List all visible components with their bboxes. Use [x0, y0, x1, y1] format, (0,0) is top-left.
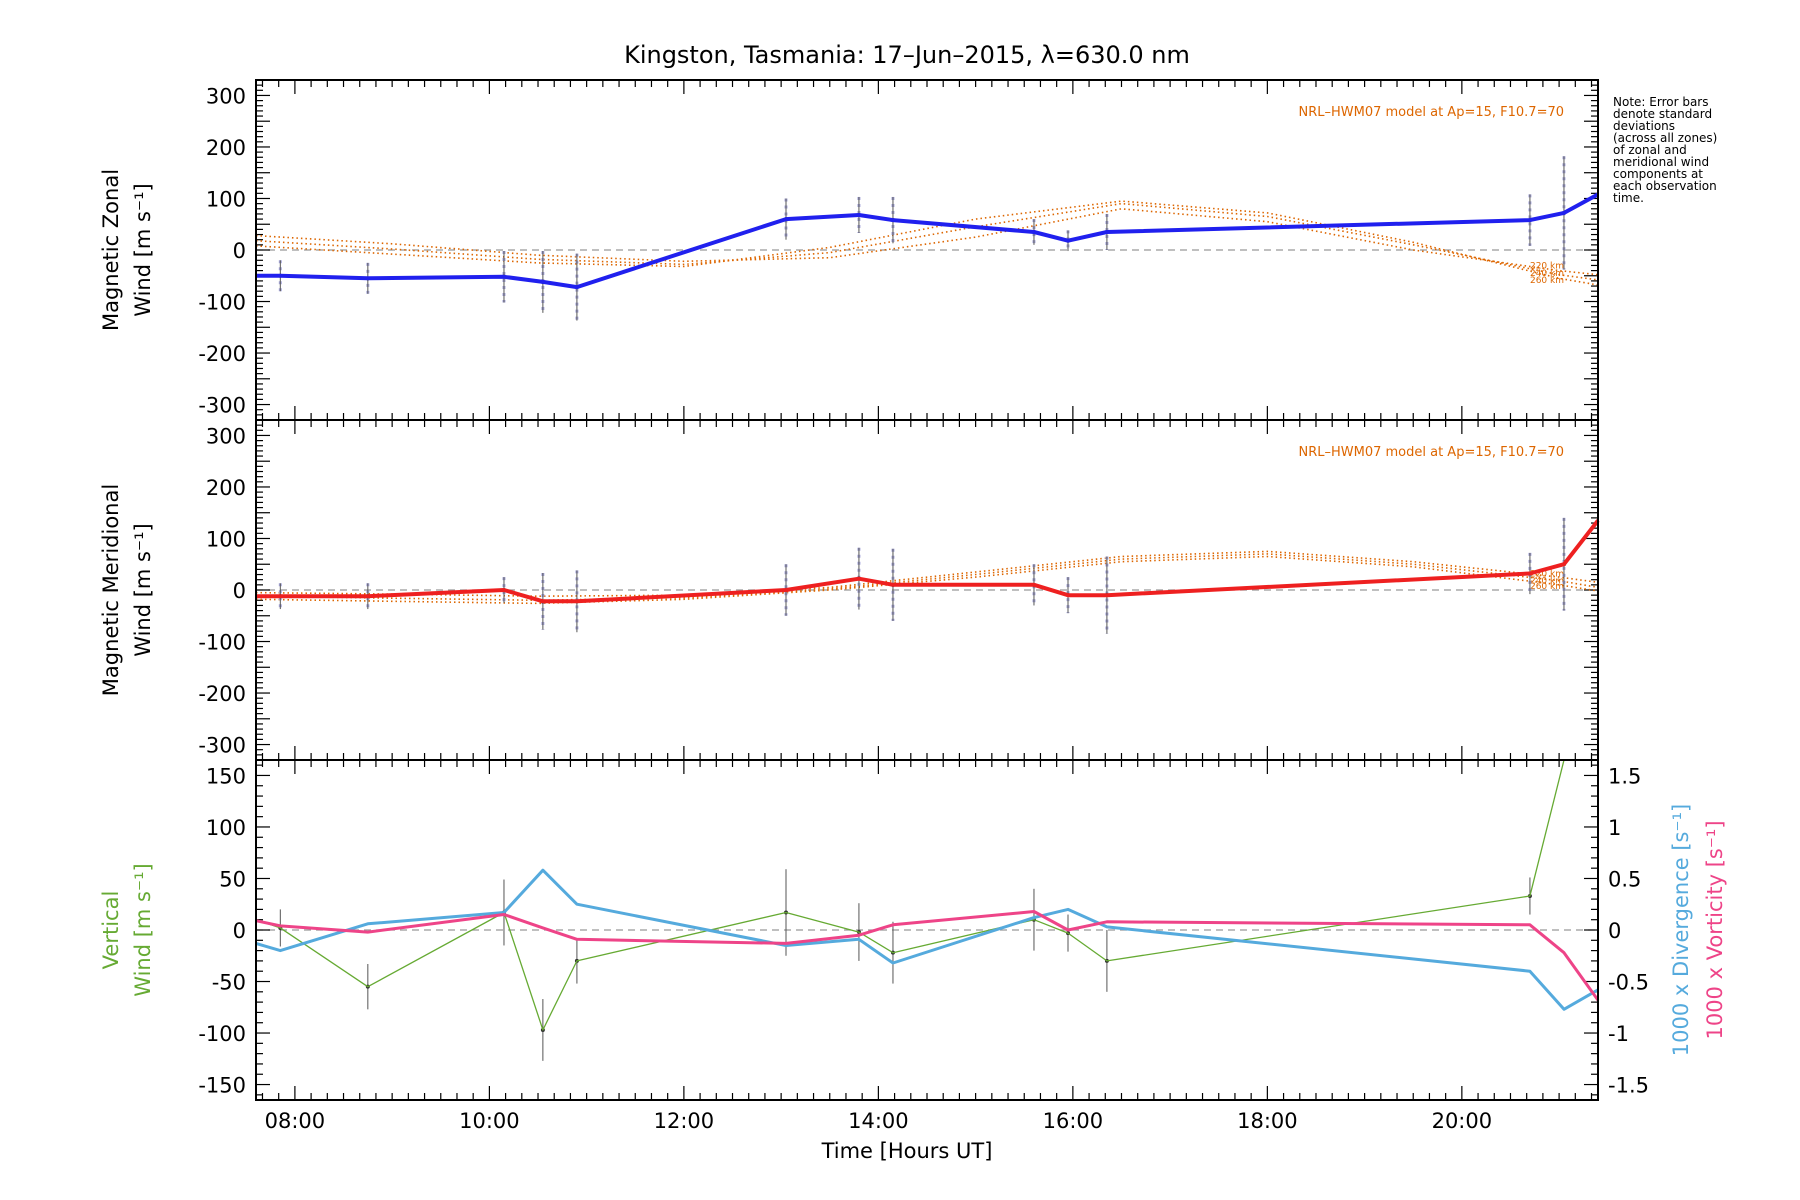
series-line-vertical	[255, 759, 1565, 1031]
chart-title: Kingston, Tasmania: 17–Jun–2015, λ=630.0…	[624, 41, 1190, 69]
plot-frame	[255, 759, 1599, 1101]
y2-tick-label: -0.5	[1608, 971, 1649, 995]
y2-tick-label: 0.5	[1608, 867, 1641, 891]
y-axis-label: Wind [m s⁻¹]	[131, 523, 155, 656]
model-curve	[255, 553, 1599, 602]
x-tick-label: 20:00	[1432, 1109, 1493, 1133]
y2-tick-label: 0	[1608, 919, 1621, 943]
model-altitude-label: 240 km	[1530, 269, 1564, 279]
y-axis-label: Magnetic Meridional	[99, 484, 123, 696]
y-tick-label: 150	[206, 764, 246, 788]
x-tick-label: 12:00	[654, 1109, 715, 1133]
y-axis-label: Magnetic Zonal	[99, 169, 123, 331]
model-label: NRL–HWM07 model at Ap=15, F10.7=70	[1298, 105, 1564, 120]
note-line: of zonal and	[1613, 143, 1687, 157]
y-axis-label: Vertical	[99, 891, 123, 970]
x-tick-label: 18:00	[1237, 1109, 1298, 1133]
y-tick-label: 0	[233, 919, 246, 943]
y2-tick-label: -1.5	[1608, 1074, 1649, 1098]
y-tick-label: -200	[198, 342, 246, 366]
x-tick-label: 14:00	[848, 1109, 909, 1133]
note-line: time.	[1613, 191, 1644, 205]
y-tick-label: -100	[198, 1022, 246, 1046]
note-line: denote standard	[1613, 107, 1712, 121]
model-altitude-label: 260 km	[1530, 582, 1564, 592]
model-curve	[255, 202, 1599, 281]
y-tick-label: -300	[198, 394, 246, 418]
zonal-wind-panel: 300 200 100 0 -100 -200 -300 Magnetic Zonal Wind…	[99, 79, 1599, 421]
y2-tick-label: 1.5	[1608, 764, 1641, 788]
y-axis-label: Wind [m s⁻¹]	[131, 863, 155, 996]
note-line: each observation	[1613, 179, 1717, 193]
model-curve	[255, 550, 1599, 598]
note-line: deviations	[1613, 119, 1675, 133]
y-tick-label: -100	[198, 631, 246, 655]
y-tick-label: 50	[219, 867, 246, 891]
y-tick-label: 300	[206, 84, 246, 108]
y2-tick-label: 1	[1608, 816, 1621, 840]
y-tick-label: 100	[206, 816, 246, 840]
y2-axis-label-divergence: 1000 x Divergence [s⁻¹]	[1669, 804, 1693, 1056]
y-tick-label: -50	[212, 971, 246, 995]
y-tick-label: -300	[198, 734, 246, 758]
y-tick-label: 300	[206, 424, 246, 448]
series-line-meridional	[256, 519, 1600, 604]
y-tick-label: 0	[233, 239, 246, 263]
y-tick-label: -200	[198, 682, 246, 706]
x-tick-label: 16:00	[1043, 1109, 1104, 1133]
vertical-wind-panel: 150 100 50 0 -50 -100 -150 1.5 1 0.5 0 -0.5 -1 -1.5 08…	[99, 759, 1727, 1133]
x-tick-label: 10:00	[459, 1109, 520, 1133]
series-line-zonal	[256, 192, 1599, 290]
model-altitude-label: 220 km	[1530, 569, 1564, 579]
note-line: (across all zones)	[1613, 131, 1717, 145]
model-altitude-label: 220 km	[1530, 262, 1564, 272]
note-line: meridional wind	[1613, 155, 1709, 169]
series-line-vorticity	[255, 910, 1600, 1001]
y2-tick-label: -1	[1608, 1022, 1629, 1046]
y-axis-label: Wind [m s⁻¹]	[131, 183, 155, 316]
model-curve	[255, 200, 1599, 286]
y-tick-label: 200	[206, 136, 246, 160]
y2-axis-label-vorticity: 1000 x Vorticity [s⁻¹]	[1703, 820, 1727, 1039]
y-tick-label: 200	[206, 476, 246, 500]
y-tick-label: -150	[198, 1074, 246, 1098]
meridional-wind-panel: 300 200 100 0 -100 -200 -300 Magnetic Meridiona…	[99, 419, 1600, 761]
model-curve	[255, 555, 1599, 605]
y-tick-label: -100	[198, 291, 246, 315]
x-tick-label: 08:00	[265, 1109, 326, 1133]
series-line-divergence	[255, 868, 1599, 1011]
model-altitude-label: 240 km	[1530, 576, 1564, 586]
x-axis-label: Time [Hours UT]	[821, 1139, 993, 1163]
y-tick-label: 0	[233, 579, 246, 603]
y-tick-label: 100	[206, 527, 246, 551]
note-line: components at	[1613, 167, 1703, 181]
model-label: NRL–HWM07 model at Ap=15, F10.7=70	[1298, 445, 1564, 460]
note-line: Note: Error bars	[1613, 95, 1708, 109]
model-altitude-label: 260 km	[1530, 276, 1564, 286]
y-tick-label: 100	[206, 187, 246, 211]
